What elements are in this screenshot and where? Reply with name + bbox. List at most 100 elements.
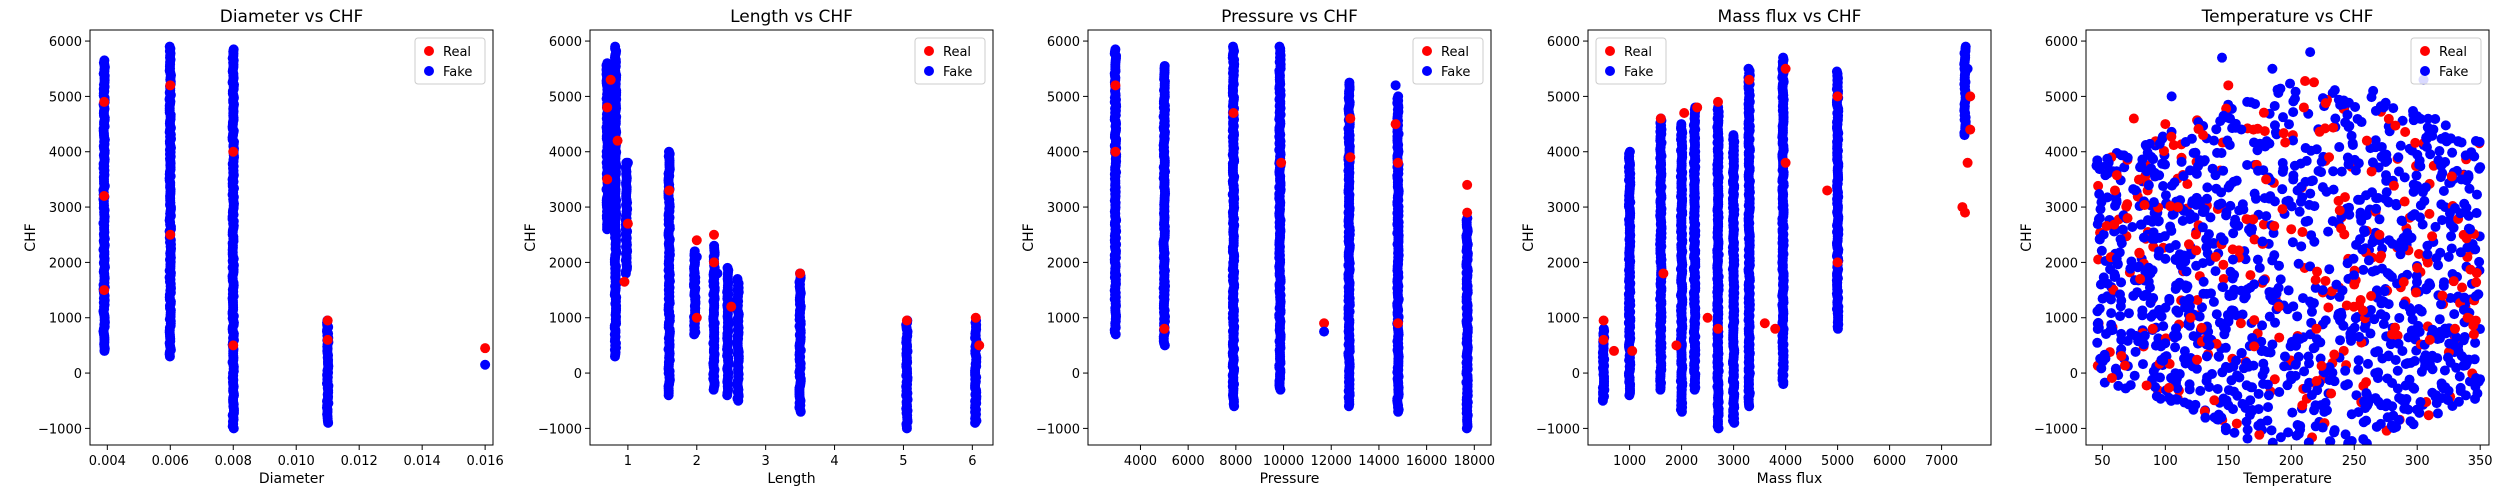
- scatter-point-real: [1679, 108, 1690, 118]
- scatter-point-real: [1671, 340, 1682, 351]
- scatter-point-cloud: [2286, 374, 2297, 385]
- scatter-point-cloud: [2313, 165, 2324, 176]
- scatter-point-cloud: [2201, 193, 2212, 204]
- x-tick-label: 4000: [1124, 454, 1157, 469]
- scatter-point-cloud: [2249, 188, 2260, 199]
- scatter-point-real: [1744, 74, 1755, 85]
- scatter-point-cloud: [2365, 328, 2376, 339]
- chart-title: Diameter vs CHF: [220, 7, 364, 27]
- scatter-point-cloud: [2344, 157, 2355, 168]
- legend-marker-real: [1605, 46, 1615, 56]
- scatter-point-cloud: [2094, 189, 2105, 200]
- y-tick-label: 3000: [1547, 201, 1580, 216]
- scatter-point-cloud: [2352, 113, 2363, 124]
- scatter-point-real: [622, 218, 633, 229]
- scatter-point-cloud: [2092, 337, 2103, 348]
- scatter-point-cloud: [2358, 264, 2369, 275]
- y-tick-label: 4000: [1047, 146, 1080, 161]
- scatter-point-cloud: [2301, 155, 2312, 166]
- scatter-point-cloud: [2156, 311, 2167, 322]
- scatter-point-cloud: [2121, 201, 2132, 212]
- scatter-point-cloud: [2440, 120, 2451, 131]
- scatter-point-cloud: [2384, 235, 2395, 246]
- scatter-point-cloud: [2180, 137, 2191, 148]
- scatter-point-fake: [164, 351, 175, 362]
- scatter-point-cloud: [2376, 141, 2387, 152]
- scatter-point-real: [901, 315, 912, 326]
- scatter-point-cloud: [2232, 370, 2243, 381]
- scatter-point-cloud: [2445, 133, 2456, 144]
- scatter-point-cloud: [2267, 437, 2278, 445]
- scatter-point-cloud: [2275, 274, 2286, 285]
- scatter-point-cloud: [2359, 227, 2370, 238]
- scatter-point-cloud: [2431, 398, 2442, 409]
- scatter-point-cloud: [2218, 259, 2229, 270]
- scatter-point-cloud: [2228, 228, 2239, 239]
- scatter-point-cloud: [2415, 397, 2426, 408]
- scatter-point-real: [1702, 312, 1713, 323]
- y-axis-label: CHF: [523, 223, 539, 251]
- x-tick-label: 8000: [1219, 454, 1252, 469]
- scatter-point-cloud: [2171, 305, 2182, 316]
- scatter-point-fake: [228, 423, 239, 434]
- scatter-point-fake: [1275, 384, 1286, 395]
- scatter-point-cloud: [2227, 244, 2238, 255]
- scatter-point-cloud: [2397, 115, 2408, 126]
- scatter-point-cloud: [2269, 221, 2280, 232]
- scatter-point-cloud: [2158, 181, 2169, 192]
- scatter-point-cloud: [2125, 263, 2136, 274]
- scatter-point-cloud: [2269, 250, 2280, 261]
- scatter-point-cloud: [2458, 229, 2469, 240]
- scatter-point-cloud: [2329, 427, 2340, 438]
- scatter-point-cloud: [2237, 199, 2248, 210]
- scatter-point-cloud: [2154, 170, 2165, 181]
- scatter-point-fake: [620, 268, 631, 279]
- scatter-point-real: [1770, 323, 1781, 334]
- scatter-point-cloud: [2380, 97, 2391, 108]
- scatter-point-cloud: [2288, 170, 2299, 181]
- scatter-point-cloud: [2155, 372, 2166, 383]
- subplot-2: 1 2 3 4 5 6−10000100020003000400050006000Leng…: [523, 7, 994, 487]
- scatter-point-cloud: [2137, 359, 2148, 370]
- scatter-point-cloud: [2232, 390, 2243, 401]
- scatter-point-cloud: [2249, 341, 2260, 352]
- plot-area: [601, 41, 985, 434]
- scatter-point-cloud: [2471, 268, 2482, 279]
- x-axis-label: Diameter: [259, 471, 325, 487]
- subplot-3: 4000 6000 8000 10000 12000 14000 16000 18000−10…: [1021, 7, 1495, 487]
- scatter-point-cloud: [2166, 131, 2177, 142]
- axes-frame: [89, 29, 494, 446]
- scatter-point-cloud: [2264, 193, 2275, 204]
- scatter-point-cloud: [2454, 371, 2465, 382]
- scatter-point-cloud: [2406, 232, 2417, 243]
- scatter-point-fake: [1744, 401, 1755, 412]
- scatter-point-cloud: [2218, 273, 2229, 284]
- subplot-5: 50 100 150 200 250 300 350−1000010002000300040…: [2019, 7, 2493, 487]
- scatter-point-cloud: [2430, 114, 2441, 125]
- legend-label-fake: Fake: [1624, 65, 1653, 80]
- scatter-point-real: [1390, 119, 1401, 130]
- scatter-point-cloud: [2138, 338, 2149, 349]
- scatter-point-cloud: [2210, 266, 2221, 277]
- scatter-point-cloud: [2245, 282, 2256, 293]
- scatter-point-cloud: [2219, 329, 2230, 340]
- scatter-point-cloud: [2209, 395, 2220, 406]
- scatter-point-cloud: [2437, 215, 2448, 226]
- y-tick-label: 0: [1572, 367, 1580, 382]
- scatter-point-cloud: [2346, 409, 2357, 420]
- scatter-point-cloud: [2193, 161, 2204, 172]
- scatter-point-cloud: [2434, 146, 2445, 157]
- scatter-point-cloud: [2220, 422, 2231, 433]
- scatter-point-real: [322, 315, 333, 326]
- scatter-point-cloud: [2416, 366, 2427, 377]
- y-tick-label: 3000: [1047, 201, 1080, 216]
- scatter-point-cloud: [2469, 151, 2480, 162]
- scatter-point-cloud: [2130, 346, 2141, 357]
- scatter-point-cloud: [2413, 248, 2424, 259]
- scatter-point-cloud: [2157, 133, 2168, 144]
- scatter-point-cloud: [2168, 330, 2179, 341]
- scatter-point-cloud: [2416, 306, 2427, 317]
- scatter-point-cloud: [2134, 248, 2145, 259]
- x-tick-label: 2: [693, 454, 701, 469]
- scatter-point-fake: [733, 395, 744, 406]
